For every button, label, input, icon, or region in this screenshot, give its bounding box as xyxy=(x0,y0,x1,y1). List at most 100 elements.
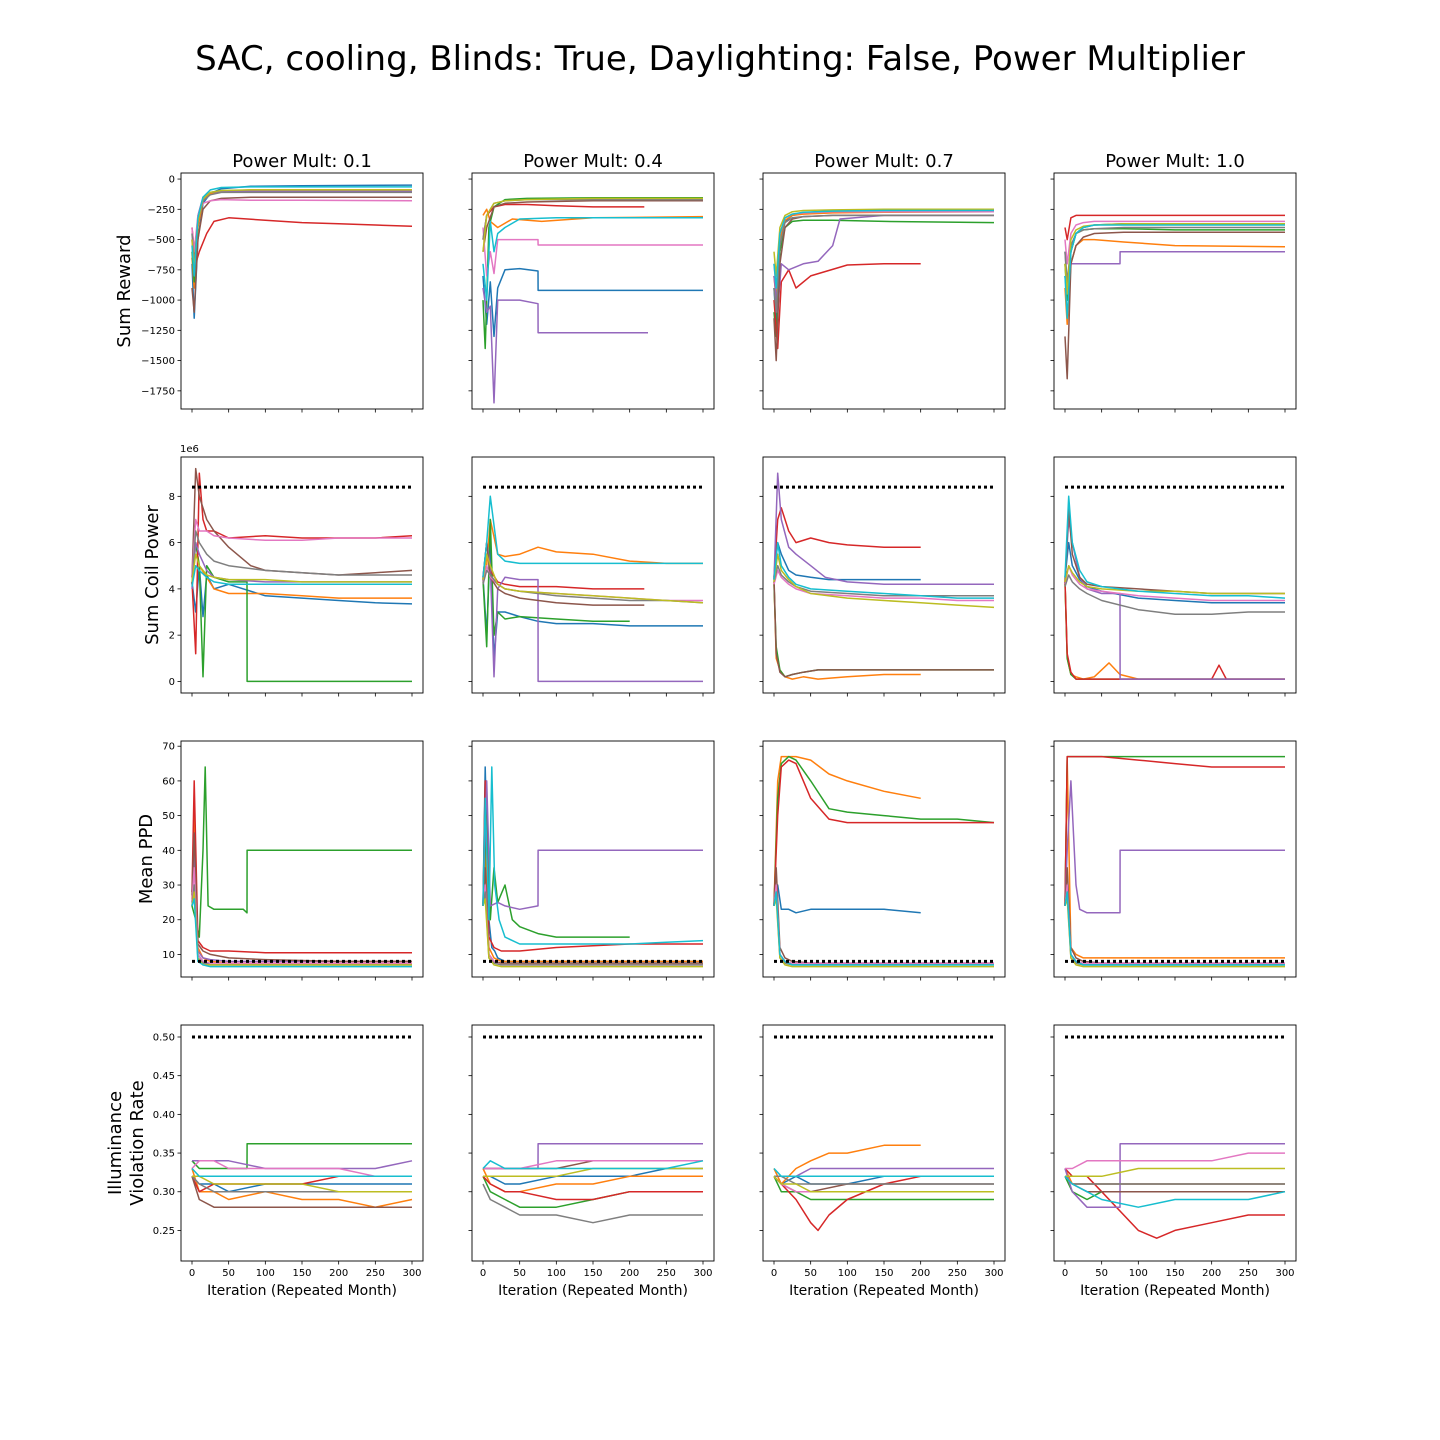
series-line-9 xyxy=(773,553,995,609)
x-tick-label: 50 xyxy=(1095,1268,1108,1279)
series-group xyxy=(1064,1143,1286,1239)
y-tick-label: −250 xyxy=(148,205,175,216)
row-ylabel: Sum Coil Power xyxy=(142,504,163,644)
y-tick-label: 0.50 xyxy=(153,1032,175,1043)
series-line-9 xyxy=(482,197,703,252)
x-tick-label: 0 xyxy=(1062,1268,1068,1279)
y-tick-label: −500 xyxy=(148,235,175,246)
subplot-r0-c0: 0 −250 −500 −750 −1000 −1250 −1500 −1750 Power M… xyxy=(141,151,424,413)
series-line-4 xyxy=(191,217,413,265)
series-group xyxy=(773,472,995,680)
series-line-10 xyxy=(482,217,703,301)
series-line-6 xyxy=(191,1176,412,1208)
series-line-10 xyxy=(773,891,994,966)
series-line-9 xyxy=(482,553,704,604)
series-line-5 xyxy=(1064,1143,1285,1208)
series-line-9 xyxy=(482,898,703,968)
column-title: Power Mult: 0.1 xyxy=(232,151,372,172)
series-line-9 xyxy=(1065,1167,1285,1178)
y-tick-label: 0.25 xyxy=(153,1226,175,1237)
subplot-grid: Sum Reward 0 −250 −500 −750 −1000 −1250 −1500 −1… xyxy=(105,151,1297,1299)
x-tick-label: 100 xyxy=(547,1268,566,1279)
x-tick-label: 200 xyxy=(1202,1268,1221,1279)
y-tick-label: 40 xyxy=(162,846,175,857)
x-axis-label: Iteration (Repeated Month) xyxy=(498,1283,688,1299)
series-group xyxy=(773,1144,994,1232)
series-line-8 xyxy=(1064,574,1285,616)
series-group xyxy=(191,184,413,319)
series-line-6 xyxy=(1064,231,1285,380)
series-line-7 xyxy=(191,198,413,253)
x-tick-label: 0 xyxy=(480,1268,486,1279)
y-tick-label: 0.35 xyxy=(153,1149,175,1160)
subplot-r3-c1: 0 50 100 150 200 250 300 Iteration (Repeated Mo… xyxy=(468,1024,715,1299)
series-line-4 xyxy=(773,263,921,350)
y-tick-label: 8 xyxy=(169,492,175,503)
x-tick-label: 250 xyxy=(366,1268,385,1279)
x-tick-label: 250 xyxy=(948,1268,967,1279)
series-line-10 xyxy=(773,209,994,289)
subplot-r3-c3: 0 50 100 150 200 250 300 Iteration (Repeated Mo… xyxy=(1050,1024,1297,1299)
series-line-1 xyxy=(482,267,703,338)
series-group xyxy=(773,208,995,362)
subplot-r3-c0: 0.25 0.30 0.35 0.40 0.45 0.50 0 50 100 150 200 250 3… xyxy=(153,1024,424,1299)
subplot-r2-c1 xyxy=(468,740,715,981)
series-line-10 xyxy=(482,495,703,578)
subplot-r2-c0: 10 20 30 40 50 60 70 xyxy=(162,740,424,981)
subplot-r0-c2: Power Mult: 0.7 xyxy=(759,151,1006,413)
series-line-4 xyxy=(1064,214,1285,241)
x-axis-label: Iteration (Repeated Month) xyxy=(789,1283,979,1299)
series-line-10 xyxy=(191,186,412,277)
x-tick-label: 100 xyxy=(838,1268,857,1279)
y-tick-label: −1500 xyxy=(141,356,175,367)
column-title: Power Mult: 0.7 xyxy=(814,151,954,172)
x-tick-label: 300 xyxy=(693,1268,712,1279)
series-line-7 xyxy=(191,1160,412,1178)
series-line-2 xyxy=(1064,759,1285,959)
x-tick-label: 100 xyxy=(256,1268,275,1279)
y-tick-label: 60 xyxy=(162,776,175,787)
series-line-2 xyxy=(773,1144,921,1185)
series-line-5 xyxy=(482,287,648,404)
x-tick-label: 250 xyxy=(657,1268,676,1279)
series-group xyxy=(482,1143,704,1224)
series-line-8 xyxy=(482,1183,703,1224)
row-ylabel: Sum Reward xyxy=(114,234,135,347)
x-tick-label: 150 xyxy=(583,1268,602,1279)
row-ylabel: IlluminanceViolation Rate xyxy=(105,1080,148,1205)
series-line-4 xyxy=(1064,755,1285,906)
x-tick-label: 100 xyxy=(1129,1268,1148,1279)
subplot-r0-c1: Power Mult: 0.4 xyxy=(468,151,715,413)
y-tick-label: 0 xyxy=(169,677,175,688)
series-line-10 xyxy=(191,564,412,587)
y-tick-label: 0.45 xyxy=(153,1071,175,1082)
series-line-10 xyxy=(191,898,412,968)
x-tick-label: 200 xyxy=(620,1268,639,1279)
series-line-3 xyxy=(482,518,630,648)
series-line-9 xyxy=(1064,223,1285,295)
x-tick-label: 200 xyxy=(329,1268,348,1279)
series-line-10 xyxy=(1064,891,1285,966)
series-line-1 xyxy=(773,884,921,914)
y-tick-label: 20 xyxy=(162,915,175,926)
series-line-10 xyxy=(482,766,704,945)
x-tick-label: 150 xyxy=(292,1268,311,1279)
series-line-1 xyxy=(773,541,921,581)
y-tick-label: 70 xyxy=(162,742,175,753)
series-line-6 xyxy=(482,200,703,252)
x-tick-label: 300 xyxy=(984,1268,1003,1279)
row-ylabel-line: Illuminance xyxy=(105,1091,126,1195)
y-tick-label: −1250 xyxy=(141,326,175,337)
series-line-9 xyxy=(773,1175,994,1193)
subplot-r1-c0: 0 2 4 6 8 xyxy=(169,456,424,697)
series-line-10 xyxy=(1064,1175,1286,1208)
series-line-10 xyxy=(482,1160,704,1170)
x-tick-label: 50 xyxy=(513,1268,526,1279)
series-group xyxy=(191,1143,413,1208)
y-tick-label: 4 xyxy=(169,584,175,595)
series-line-10 xyxy=(191,1167,412,1178)
series-line-10 xyxy=(773,1167,994,1178)
row-ylabel-line: Violation Rate xyxy=(127,1080,148,1205)
x-tick-label: 300 xyxy=(1275,1268,1294,1279)
x-axis-label: Iteration (Repeated Month) xyxy=(207,1283,397,1299)
